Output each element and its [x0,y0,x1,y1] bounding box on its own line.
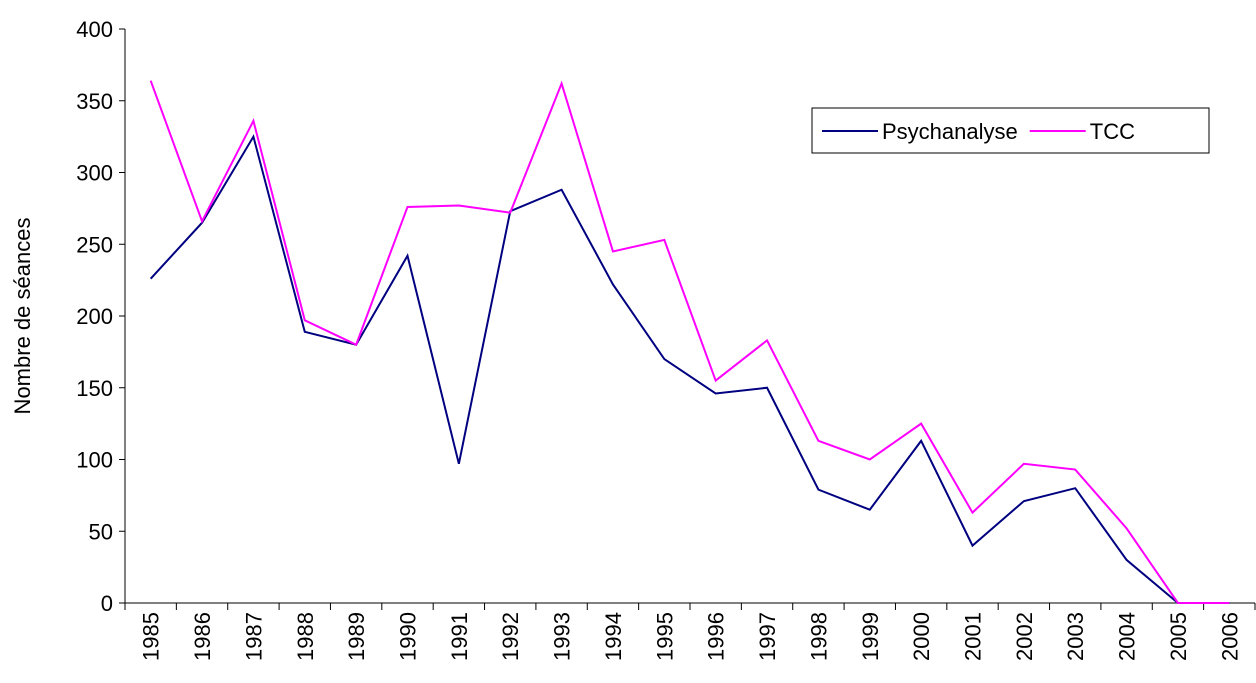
x-tick-label: 1997 [755,612,780,661]
y-tick-label: 150 [76,376,113,401]
x-tick-label: 1986 [190,612,215,661]
x-tick-label: 2005 [1166,612,1191,661]
y-tick-label: 50 [89,519,113,544]
y-tick-label: 250 [76,232,113,257]
x-tick-label: 2006 [1217,612,1242,661]
y-tick-label: 300 [76,161,113,186]
y-tick-label: 100 [76,448,113,473]
x-tick-label: 2002 [1012,612,1037,661]
series-line [149,134,1230,604]
x-tick-label: 1991 [447,612,472,661]
x-tick-label: 1993 [550,612,575,661]
legend-box [811,107,1210,154]
x-tick-label: 1995 [652,612,677,661]
x-tick-label: 1987 [241,612,266,661]
x-tick-label: 2003 [1063,612,1088,661]
x-tick-label: 1989 [344,612,369,661]
x-tick-label: 1988 [293,612,318,661]
x-tick-label: 1985 [139,612,164,661]
x-tick-label: 1992 [498,612,523,661]
y-tick-label: 400 [76,17,113,42]
series-line [149,80,1230,604]
y-tick-label: 350 [76,89,113,114]
x-tick-label: 1996 [704,612,729,661]
x-tick-label: 1998 [806,612,831,661]
y-tick-label: 200 [76,304,113,329]
y-tick-label: 0 [101,591,113,616]
x-tick-label: 2001 [961,612,986,661]
x-tick-label: 1994 [601,612,626,661]
x-tick-label: 1990 [396,612,421,661]
x-tick-label: 2004 [1115,612,1140,661]
legend-label: TCC [1090,119,1135,144]
y-axis-label: Nombre de séances [10,218,35,415]
legend-label: Psychanalyse [882,119,1018,144]
x-tick-label: 2000 [909,612,934,661]
x-tick-label: 1999 [858,612,883,661]
